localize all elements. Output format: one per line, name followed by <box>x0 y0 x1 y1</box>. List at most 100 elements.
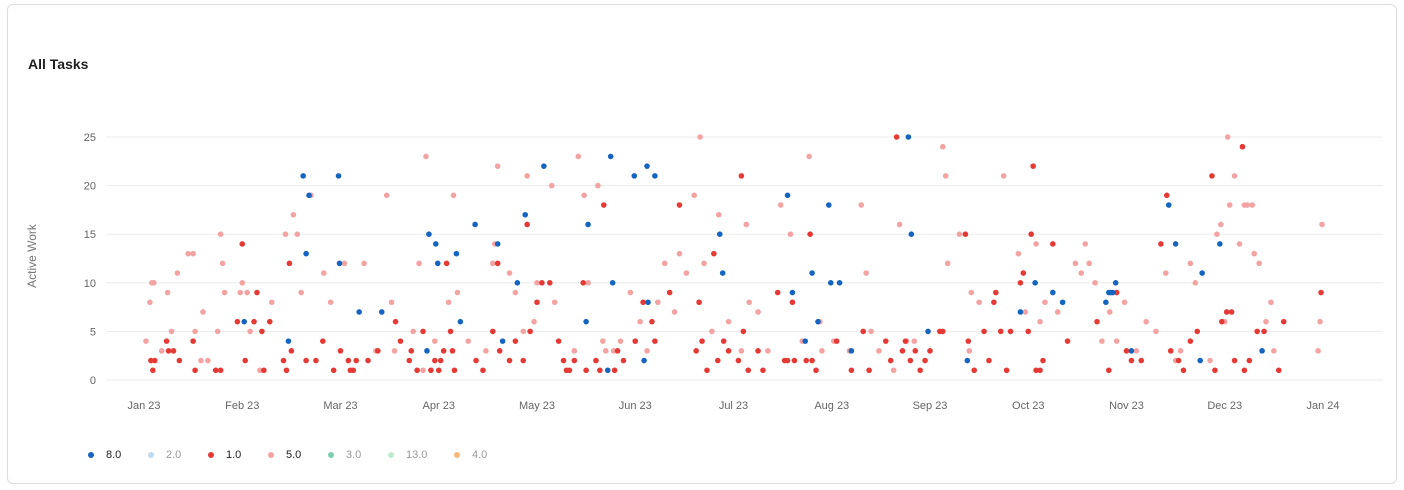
data-point[interactable] <box>765 348 771 354</box>
data-point[interactable] <box>1315 348 1321 354</box>
data-point[interactable] <box>483 348 489 354</box>
data-point[interactable] <box>450 192 457 199</box>
data-point[interactable] <box>1241 367 1248 374</box>
data-point[interactable] <box>280 357 287 364</box>
data-point[interactable] <box>617 338 624 344</box>
legend-item[interactable]: 3.0 <box>328 449 388 461</box>
data-point[interactable] <box>1223 309 1230 315</box>
data-point[interactable] <box>1271 348 1277 354</box>
data-point[interactable] <box>350 367 357 374</box>
data-point[interactable] <box>907 357 914 364</box>
data-point[interactable] <box>696 299 702 306</box>
data-point[interactable] <box>784 357 791 364</box>
data-point[interactable] <box>735 357 742 364</box>
data-point[interactable] <box>1180 367 1187 374</box>
data-point[interactable] <box>375 348 381 354</box>
data-point[interactable] <box>671 309 678 315</box>
data-point[interactable] <box>383 192 390 199</box>
data-point[interactable] <box>704 367 710 374</box>
data-point[interactable] <box>1050 289 1056 296</box>
data-point[interactable] <box>649 318 655 325</box>
data-point[interactable] <box>807 231 813 237</box>
data-point[interactable] <box>640 299 646 306</box>
data-point[interactable] <box>593 357 599 364</box>
data-point[interactable] <box>893 134 900 140</box>
data-point[interactable] <box>290 211 297 218</box>
data-point[interactable] <box>1054 309 1061 315</box>
data-point[interactable] <box>1033 241 1039 247</box>
data-point[interactable] <box>397 338 404 344</box>
data-point[interactable] <box>1028 231 1034 237</box>
data-point[interactable] <box>217 367 224 374</box>
data-point[interactable] <box>645 299 651 306</box>
data-point[interactable] <box>239 280 246 286</box>
data-point[interactable] <box>908 231 915 237</box>
data-point[interactable] <box>597 367 603 374</box>
data-point[interactable] <box>1218 221 1224 228</box>
legend-item[interactable]: 1.0 <box>208 449 268 461</box>
data-point[interactable] <box>968 289 975 296</box>
data-point[interactable] <box>244 289 250 296</box>
data-point[interactable] <box>1251 250 1258 257</box>
data-point[interactable] <box>247 328 253 335</box>
legend-item[interactable]: 13.0 <box>388 449 454 461</box>
data-point[interactable] <box>1244 202 1251 208</box>
data-point[interactable] <box>1249 202 1256 208</box>
data-point[interactable] <box>1197 357 1203 364</box>
data-point[interactable] <box>1194 328 1201 335</box>
data-point[interactable] <box>457 318 464 325</box>
data-point[interactable] <box>745 367 752 374</box>
data-point[interactable] <box>683 270 690 276</box>
data-point[interactable] <box>241 318 248 325</box>
data-point[interactable] <box>150 367 156 374</box>
data-point[interactable] <box>378 309 385 315</box>
data-point[interactable] <box>234 318 241 325</box>
data-point[interactable] <box>1017 280 1024 286</box>
data-point[interactable] <box>1059 299 1066 306</box>
data-point[interactable] <box>520 328 527 335</box>
data-point[interactable] <box>809 357 815 364</box>
data-point[interactable] <box>944 260 951 267</box>
data-point[interactable] <box>716 231 723 237</box>
legend-item[interactable]: 2.0 <box>148 449 208 461</box>
data-point[interactable] <box>426 231 432 237</box>
data-point[interactable] <box>917 367 923 374</box>
data-point[interactable] <box>1259 348 1265 354</box>
data-point[interactable] <box>447 328 454 335</box>
data-point[interactable] <box>580 280 586 286</box>
data-point[interactable] <box>676 250 683 257</box>
data-point[interactable] <box>176 357 183 364</box>
data-point[interactable] <box>190 338 196 344</box>
data-point[interactable] <box>991 299 997 306</box>
data-point[interactable] <box>192 367 198 374</box>
data-point[interactable] <box>719 270 726 276</box>
data-point[interactable] <box>652 338 658 344</box>
data-point[interactable] <box>1254 328 1260 335</box>
data-point[interactable] <box>506 357 513 364</box>
data-point[interactable] <box>285 338 292 344</box>
data-point[interactable] <box>725 318 732 325</box>
data-point[interactable] <box>1113 338 1120 344</box>
data-point[interactable] <box>1317 318 1323 325</box>
data-point[interactable] <box>1280 318 1287 325</box>
data-point[interactable] <box>424 348 430 354</box>
data-point[interactable] <box>454 289 461 296</box>
data-point[interactable] <box>496 348 503 354</box>
data-point[interactable] <box>740 328 747 335</box>
data-point[interactable] <box>221 289 228 296</box>
data-point[interactable] <box>1099 338 1105 344</box>
data-point[interactable] <box>212 367 219 374</box>
data-point[interactable] <box>714 357 721 364</box>
data-point[interactable] <box>715 211 722 218</box>
data-point[interactable] <box>986 357 992 364</box>
data-point[interactable] <box>1025 328 1032 335</box>
data-point[interactable] <box>1094 318 1100 325</box>
data-point[interactable] <box>320 338 326 344</box>
data-point[interactable] <box>143 338 149 344</box>
data-point[interactable] <box>1007 328 1014 335</box>
data-point[interactable] <box>465 338 472 344</box>
data-point[interactable] <box>911 338 918 344</box>
data-point[interactable] <box>428 367 434 374</box>
data-point[interactable] <box>151 280 157 286</box>
data-point[interactable] <box>524 221 530 228</box>
